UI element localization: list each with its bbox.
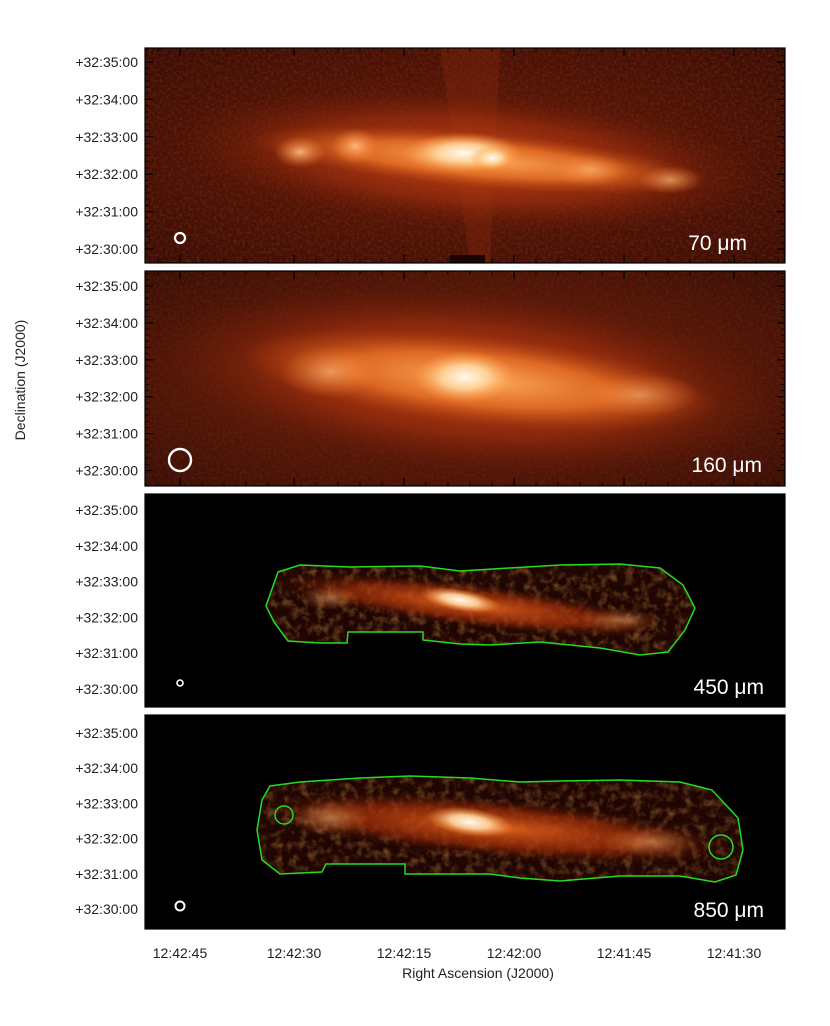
panel-850um: 850 μm xyxy=(144,714,786,930)
dec-tick-label: +32:34:00 xyxy=(75,760,138,776)
ra-tick-label: 12:42:30 xyxy=(267,945,322,961)
ra-tick-label: 12:42:45 xyxy=(153,945,208,961)
dec-tick-label: +32:35:00 xyxy=(75,725,138,741)
band-label-160um: 160 μm xyxy=(692,454,762,477)
dec-tick-label: +32:32:00 xyxy=(75,389,138,405)
ra-tick-label: 12:41:45 xyxy=(597,945,652,961)
ra-tick-label: 12:42:15 xyxy=(377,945,432,961)
band-label-450um: 450 μm xyxy=(694,676,764,699)
dec-tick-label: +32:34:00 xyxy=(75,538,138,554)
dec-tick-label: +32:33:00 xyxy=(75,795,138,811)
band-label-70um: 70 μm xyxy=(688,232,747,255)
ylabel: Declination (J2000) xyxy=(12,320,28,441)
right-ascension-tick-labels: 12:42:45 12:42:30 12:42:15 12:42:00 12:41:45… xyxy=(153,945,762,961)
dec-tick-label: +32:32:00 xyxy=(75,831,138,847)
declination-tick-labels: +32:35:00 +32:34:00 +32:33:00 +32:32:00 +32:… xyxy=(75,54,138,917)
dec-tick-label: +32:30:00 xyxy=(75,463,138,479)
dec-tick-label: +32:33:00 xyxy=(75,574,138,590)
ra-tick-label: 12:42:00 xyxy=(487,945,542,961)
dec-tick-label: +32:31:00 xyxy=(75,645,138,661)
beam-450um xyxy=(176,679,184,687)
beam-850um xyxy=(174,900,186,912)
contour-circle-right xyxy=(708,834,734,860)
axis-ticks xyxy=(145,48,785,929)
dec-tick-label: +32:31:00 xyxy=(75,204,138,220)
dec-tick-label: +32:35:00 xyxy=(75,54,138,70)
panel-70um: 70 μm xyxy=(144,47,786,264)
dec-tick-label: +32:34:00 xyxy=(75,91,138,107)
dec-tick-label: +32:32:00 xyxy=(75,166,138,182)
panel-450um: 450 μm xyxy=(144,493,786,708)
dec-tick-label: +32:30:00 xyxy=(75,681,138,697)
panel-160um: 160 μm xyxy=(144,270,786,487)
dec-tick-label: +32:31:00 xyxy=(75,866,138,882)
dec-tick-label: +32:30:00 xyxy=(75,241,138,257)
contour-circle-left xyxy=(274,805,294,825)
dec-tick-label: +32:30:00 xyxy=(75,901,138,917)
xlabel: Right Ascension (J2000) xyxy=(402,965,554,981)
ra-tick-label: 12:41:30 xyxy=(707,945,762,961)
band-label-850um: 850 μm xyxy=(694,899,764,922)
dec-tick-label: +32:34:00 xyxy=(75,315,138,331)
dec-tick-label: +32:33:00 xyxy=(75,129,138,145)
dec-tick-label: +32:33:00 xyxy=(75,352,138,368)
beam-160um xyxy=(167,447,193,473)
dec-tick-label: +32:31:00 xyxy=(75,426,138,442)
contour-850um xyxy=(256,775,744,883)
beam-70um xyxy=(173,231,187,245)
dec-tick-label: +32:35:00 xyxy=(75,502,138,518)
contour-450um xyxy=(265,563,696,656)
dec-tick-label: +32:35:00 xyxy=(75,278,138,294)
dec-tick-label: +32:32:00 xyxy=(75,609,138,625)
